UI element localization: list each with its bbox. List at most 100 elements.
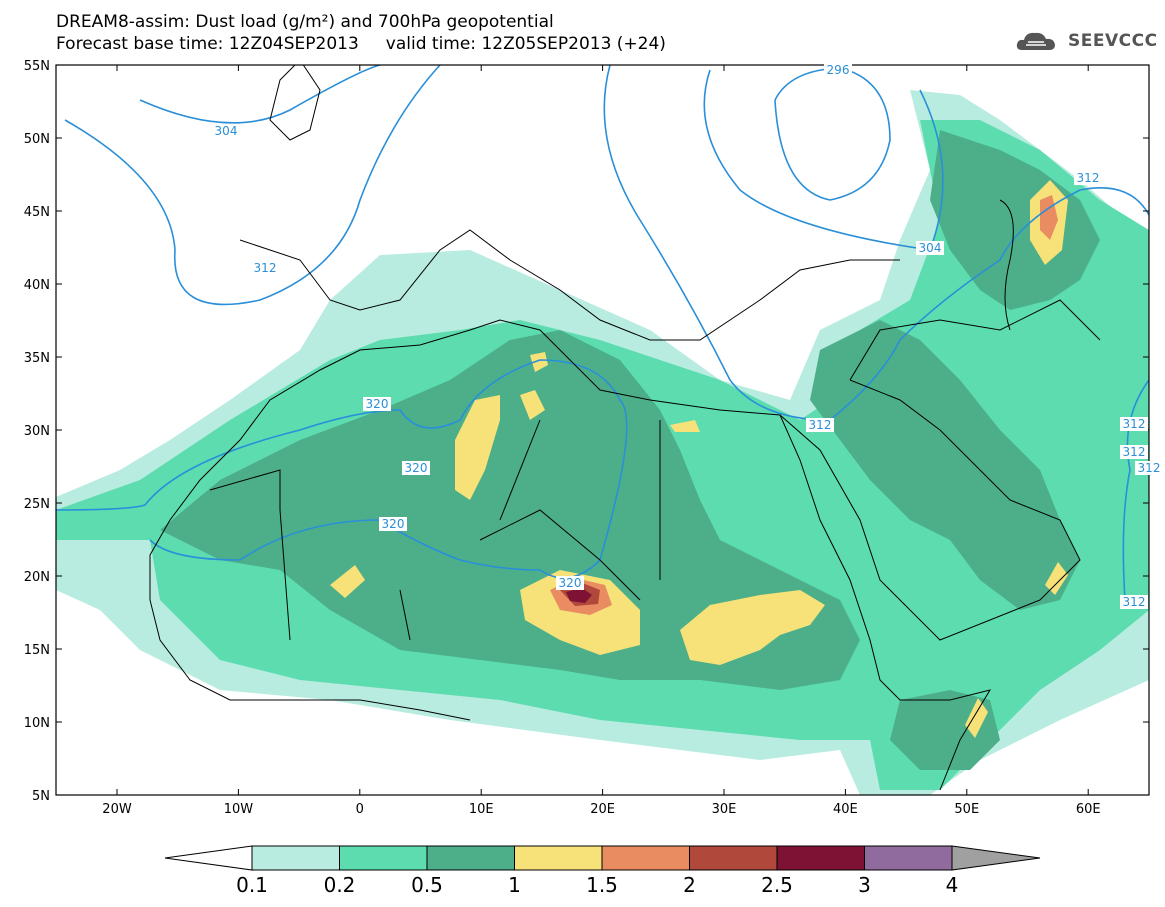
dust-area-15 <box>1040 195 1058 240</box>
longitude-label: 60E <box>1076 802 1101 817</box>
dust-area-25 <box>566 588 592 603</box>
latitude-label: 15N <box>24 643 50 658</box>
latitude-label: 35N <box>24 351 50 366</box>
colorbar-cell <box>251 845 340 871</box>
longitude-labels: 20W 10W 0 10E 20E 30E 40E 50E 60E <box>102 802 1100 817</box>
map-title-line-2: Forecast base time: 12Z04SEP2013 valid t… <box>56 34 666 54</box>
contour-label: 312 <box>1123 595 1146 609</box>
colorbar-label: 0.1 <box>236 873 268 897</box>
contour-label: 320 <box>382 517 405 531</box>
border-sahara <box>209 419 661 641</box>
contour-label-bg <box>1074 171 1102 185</box>
contour-label: 312 <box>1123 445 1146 459</box>
dust-area-heavy <box>930 130 1100 310</box>
contour-312-center <box>603 65 1149 421</box>
latitude-label: 40N <box>24 278 50 293</box>
dust-area-1 <box>670 420 700 432</box>
geopotential-contours <box>56 65 1149 601</box>
coastlines <box>149 65 1101 791</box>
brand-logo: SEEVCCC <box>1068 31 1158 51</box>
colorbar-label: 1.5 <box>586 873 618 897</box>
contour-label-bg <box>916 241 944 255</box>
coastline-africa <box>149 319 992 791</box>
coastline-uk <box>269 65 321 141</box>
contour-label: 320 <box>366 397 389 411</box>
contour-label-bg <box>212 124 240 138</box>
dust-area-1 <box>680 590 825 665</box>
contour-label: 312 <box>254 261 277 275</box>
dust-area-1 <box>520 390 545 420</box>
colorbar-cell <box>426 845 515 871</box>
colorbar-label: 0.5 <box>411 873 443 897</box>
colorbar <box>164 845 1041 871</box>
contour-label-bg <box>556 576 584 590</box>
latitude-label: 10N <box>24 716 50 731</box>
colorbar-label: 2 <box>683 873 696 897</box>
latitude-labels: 55N 50N 45N 40N 35N 30N 25N 20N 15N 10N 5N <box>24 59 50 804</box>
latitude-label: 50N <box>24 132 50 147</box>
longitude-label: 40E <box>833 802 858 817</box>
contour-label: 304 <box>919 241 942 255</box>
dust-area-1 <box>455 395 500 500</box>
dust-area-heavy <box>810 320 1080 610</box>
latitude-label: 25N <box>24 497 50 512</box>
contour-label: 320 <box>405 461 428 475</box>
contour-label: 312 <box>1077 171 1100 185</box>
colorbar-label: 2.5 <box>761 873 793 897</box>
colorbar-cell <box>514 845 603 871</box>
contour-label: 312 <box>1123 417 1146 431</box>
dust-field <box>56 90 1149 795</box>
latitude-label: 30N <box>24 424 50 439</box>
map-title-line-1: DREAM8-assim: Dust load (g/m²) and 700hP… <box>56 12 554 32</box>
border-mideast <box>849 299 1101 381</box>
colorbar-cell <box>776 845 865 871</box>
contour-label: 312 <box>809 418 832 432</box>
caspian-sea <box>999 199 1014 331</box>
colorbar-cell <box>601 845 690 871</box>
contour-320 <box>56 359 628 579</box>
contour-label-bg <box>402 461 430 475</box>
contour-label-bg <box>1120 595 1148 609</box>
contour-label-bg <box>1135 461 1163 475</box>
longitude-label: 10W <box>224 802 254 817</box>
dust-area-1 <box>965 698 988 738</box>
contour-labels: 304 296 312 312 304 312 320 320 320 320 312 312 312 3… <box>212 63 1163 609</box>
colorbar-label: 1 <box>508 873 521 897</box>
contour-label-bg <box>1120 417 1148 431</box>
colorbar-label: 3 <box>858 873 871 897</box>
longitude-label: 20E <box>590 802 615 817</box>
colorbar-cell <box>864 845 953 871</box>
latitude-label: 20N <box>24 570 50 585</box>
latitude-label: 55N <box>24 59 50 74</box>
contour-312-west <box>64 65 441 306</box>
longitude-label: 20W <box>102 802 132 817</box>
colorbar-under-triangle <box>164 845 253 871</box>
contour-label: 304 <box>215 124 238 138</box>
colorbar-cell <box>689 845 778 871</box>
contour-296 <box>774 67 891 201</box>
dust-area-1 <box>330 565 365 598</box>
colorbar-label: 0.2 <box>323 873 356 897</box>
coastline-west-africa <box>149 555 471 721</box>
colorbar-cell <box>339 845 428 871</box>
contour-label-bg <box>824 63 852 77</box>
contour-312-east <box>1122 379 1149 601</box>
longitude-label: 50E <box>954 802 979 817</box>
contour-label-bg <box>379 517 407 531</box>
contour-label-bg <box>363 397 391 411</box>
coastline-arabia <box>779 379 1081 641</box>
contour-304-east <box>703 69 944 251</box>
coastline-europe <box>239 229 900 341</box>
cloud-icon <box>1016 32 1055 50</box>
longitude-label: 30E <box>712 802 737 817</box>
latitude-label: 5N <box>32 789 50 804</box>
dust-area-1 <box>1045 562 1068 595</box>
contour-label-bg <box>1120 445 1148 459</box>
contour-304-west <box>139 65 381 124</box>
contour-label-bg <box>251 261 279 275</box>
longitude-label: 10E <box>469 802 494 817</box>
latitude-label: 45N <box>24 205 50 220</box>
colorbar-label: 4 <box>945 873 959 897</box>
contour-label: 312 <box>1138 461 1161 475</box>
